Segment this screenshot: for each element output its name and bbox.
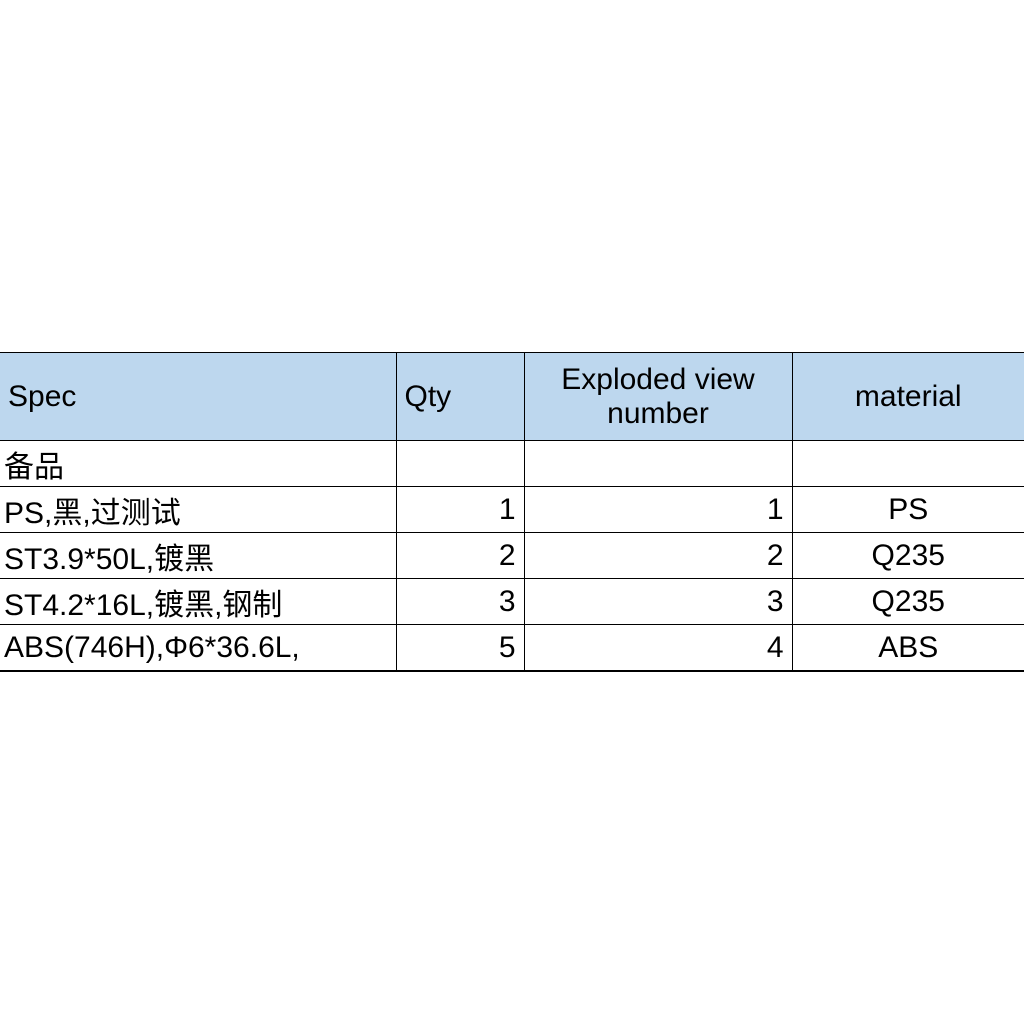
cell-spec: PS,黑,过测试 xyxy=(0,487,396,533)
cell-qty: 1 xyxy=(396,487,524,533)
cell-exploded xyxy=(524,441,792,487)
cell-exploded: 2 xyxy=(524,533,792,579)
table-header: Spec Qty Exploded view number material xyxy=(0,353,1024,441)
column-header-spec: Spec xyxy=(0,353,396,441)
table-header-row: Spec Qty Exploded view number material xyxy=(0,353,1024,441)
column-header-qty: Qty xyxy=(396,353,524,441)
cell-qty: 3 xyxy=(396,579,524,625)
table-row: ST3.9*50L,镀黑 2 2 Q235 xyxy=(0,533,1024,579)
cell-material: ABS xyxy=(792,625,1024,671)
cell-qty: 2 xyxy=(396,533,524,579)
table-row: ST4.2*16L,镀黑,钢制 3 3 Q235 xyxy=(0,579,1024,625)
cell-qty: 5 xyxy=(396,625,524,671)
column-header-material: material xyxy=(792,353,1024,441)
cell-exploded: 1 xyxy=(524,487,792,533)
cell-material xyxy=(792,441,1024,487)
table-body: 备品 PS,黑,过测试 1 1 PS ST3.9*50L,镀黑 2 2 Q235… xyxy=(0,441,1024,671)
spec-table: Spec Qty Exploded view number material 备… xyxy=(0,352,1024,672)
cell-exploded: 3 xyxy=(524,579,792,625)
table-row: ABS(746H),Φ6*36.6L, 5 4 ABS xyxy=(0,625,1024,671)
cell-material: Q235 xyxy=(792,579,1024,625)
cell-material: Q235 xyxy=(792,533,1024,579)
cell-spec: ST4.2*16L,镀黑,钢制 xyxy=(0,579,396,625)
cell-exploded: 4 xyxy=(524,625,792,671)
table-row: 备品 xyxy=(0,441,1024,487)
cell-spec: ABS(746H),Φ6*36.6L, xyxy=(0,625,396,671)
column-header-exploded: Exploded view number xyxy=(524,353,792,441)
cell-qty xyxy=(396,441,524,487)
spec-table-container: Spec Qty Exploded view number material 备… xyxy=(0,352,1024,672)
cell-material: PS xyxy=(792,487,1024,533)
table-row: PS,黑,过测试 1 1 PS xyxy=(0,487,1024,533)
cell-spec: ST3.9*50L,镀黑 xyxy=(0,533,396,579)
cell-spec: 备品 xyxy=(0,441,396,487)
